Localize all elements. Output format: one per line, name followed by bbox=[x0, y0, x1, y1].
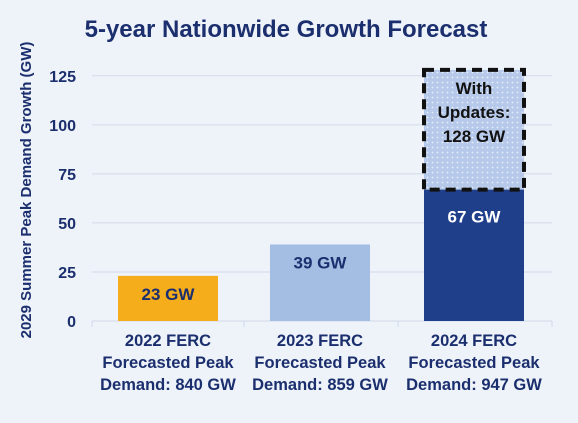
x-category-label: Forecasted Peak bbox=[102, 354, 234, 372]
x-category-label: Forecasted Peak bbox=[254, 354, 386, 372]
bar-1 bbox=[118, 275, 218, 321]
updates-label: 128 GW bbox=[443, 127, 506, 146]
updates-bar bbox=[424, 69, 524, 190]
x-category-label: Demand: 840 GW bbox=[100, 376, 236, 394]
data-label: 67 GW bbox=[448, 208, 502, 227]
updates-bar-outline bbox=[422, 67, 526, 192]
y-tick-label: 50 bbox=[58, 216, 76, 233]
y-tick-label: 125 bbox=[49, 69, 76, 86]
x-category-label: 2022 FERC bbox=[125, 332, 211, 350]
bar-3 bbox=[424, 189, 524, 321]
x-category-label: 2023 FERC bbox=[277, 332, 363, 350]
data-label: 23 GW bbox=[142, 285, 196, 304]
y-tick-label: 0 bbox=[67, 314, 76, 331]
y-tick-label: 25 bbox=[58, 265, 76, 282]
x-category-label: Forecasted Peak bbox=[408, 354, 540, 372]
x-category-label: Demand: 947 GW bbox=[406, 376, 542, 394]
updates-label: Updates: bbox=[438, 103, 511, 122]
data-label: 39 GW bbox=[294, 254, 348, 273]
y-tick-label: 75 bbox=[58, 167, 76, 184]
bar-2 bbox=[270, 244, 370, 321]
y-tick-label: 100 bbox=[49, 118, 76, 135]
chart-title: 5-year Nationwide Growth Forecast bbox=[85, 16, 488, 43]
y-axis-label: 2029 Summer Peak Demand Growth (GW) bbox=[18, 42, 35, 339]
x-category-label: Demand: 859 GW bbox=[252, 376, 388, 394]
x-category-label: 2024 FERC bbox=[431, 332, 517, 350]
updates-label: With bbox=[456, 79, 493, 98]
